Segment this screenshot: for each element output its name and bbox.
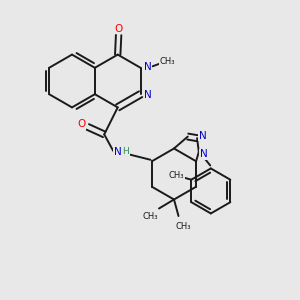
Text: N: N bbox=[114, 147, 121, 157]
Text: CH₃: CH₃ bbox=[160, 57, 175, 66]
Text: N: N bbox=[199, 131, 206, 141]
Text: CH₃: CH₃ bbox=[142, 212, 158, 221]
Text: CH₃: CH₃ bbox=[169, 171, 184, 180]
Text: CH₃: CH₃ bbox=[175, 222, 191, 231]
Text: N: N bbox=[144, 90, 152, 100]
Text: H: H bbox=[122, 147, 129, 156]
Text: O: O bbox=[115, 23, 123, 34]
Text: O: O bbox=[77, 119, 85, 130]
Text: N: N bbox=[200, 149, 208, 159]
Text: N: N bbox=[144, 62, 152, 72]
